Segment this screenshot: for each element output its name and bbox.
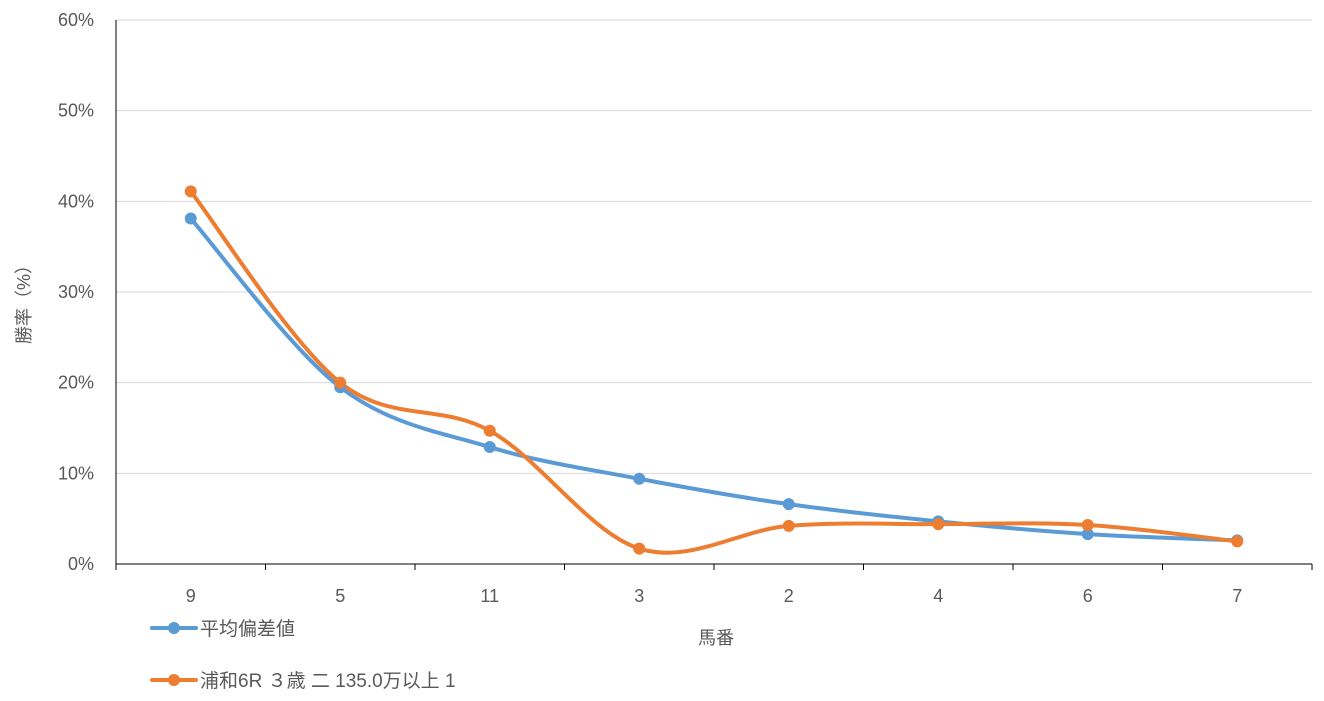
x-tick-label: 7: [1232, 586, 1242, 606]
y-tick-label: 30%: [58, 282, 94, 302]
x-tick-label: 9: [186, 586, 196, 606]
legend-swatch-marker: [168, 674, 180, 686]
data-point-series-2: [1081, 519, 1094, 532]
data-point-series-2: [184, 185, 197, 198]
legend-label: 平均偏差値: [200, 618, 295, 640]
x-tick-label: 4: [933, 586, 943, 606]
y-tick-label: 0%: [68, 554, 94, 574]
data-point-series-2: [1231, 535, 1244, 548]
data-point-series-1: [633, 472, 646, 485]
x-tick-label: 3: [634, 586, 644, 606]
data-points: [184, 185, 1244, 555]
axes: [115, 20, 1313, 570]
x-tick-labels: 9 5 11 3 2 4 6 7: [186, 586, 1243, 606]
y-tick-label: 20%: [58, 373, 94, 393]
legend-label: 浦和6R ３歳 二 135.0万以上 1: [200, 670, 456, 692]
data-point-series-2: [782, 519, 795, 532]
data-point-series-2: [932, 518, 945, 531]
y-tick-labels: 0% 10% 20% 30% 40% 50% 60%: [58, 10, 94, 574]
x-tick-label: 5: [335, 586, 345, 606]
data-point-series-1: [184, 212, 197, 225]
series-line-2: [188, 189, 1240, 555]
series-lines: [188, 189, 1240, 555]
data-point-series-2: [334, 376, 347, 389]
y-axis-label: 勝率（%）: [14, 256, 34, 344]
data-point-series-1: [782, 498, 795, 511]
data-point-series-2: [633, 542, 646, 555]
x-axis-label: 馬番: [698, 628, 734, 648]
x-tick-label: 11: [480, 586, 499, 606]
x-tick-label: 6: [1083, 586, 1093, 606]
y-tick-label: 60%: [58, 10, 94, 30]
x-tick-label: 2: [784, 586, 794, 606]
legend-swatch-marker: [168, 622, 180, 634]
data-point-series-1: [483, 441, 496, 454]
y-tick-label: 40%: [58, 191, 94, 211]
data-point-series-2: [483, 424, 496, 437]
data-point-series-1: [1081, 528, 1094, 541]
y-tick-label: 10%: [58, 463, 94, 483]
gridlines: [116, 19, 1312, 474]
y-tick-label: 50%: [58, 101, 94, 121]
series-line-1: [188, 216, 1240, 543]
